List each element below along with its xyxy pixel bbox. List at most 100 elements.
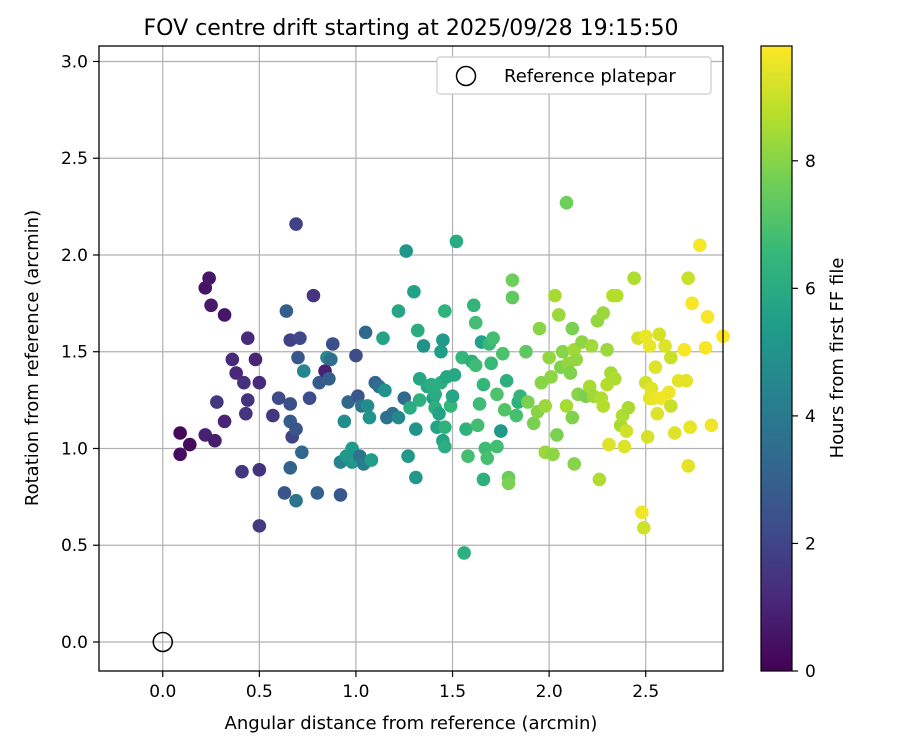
data-point [619,424,634,438]
data-point [410,323,425,338]
data-point [468,358,483,373]
data-point [283,397,298,411]
data-point [225,352,240,367]
x-axis-label: Angular distance from reference (arcmin) [225,713,598,734]
y-axis-ticks: 0.0 0.5 1.0 1.5 2.0 2.5 3.0 [61,52,99,653]
data-point [295,445,309,460]
data-point [324,352,338,367]
data-point [642,339,657,353]
data-point [432,406,446,421]
data-point [565,410,580,425]
data-point [204,298,218,313]
data-point [296,364,311,378]
data-point [376,331,390,345]
data-point [596,399,611,413]
legend-reference-marker [455,65,477,87]
data-point [472,397,487,411]
data-point [559,399,574,413]
y-tick-label: 1.5 [61,343,88,363]
data-point [683,420,697,434]
data-point [621,401,636,415]
data-point [407,284,421,299]
data-point [289,422,303,436]
data-point [640,430,655,444]
data-point [252,375,267,390]
data-point [565,321,580,336]
data-point [490,439,504,454]
data-point [252,519,267,533]
colorbar-tick-label: 8 [805,152,816,172]
data-point [416,339,431,353]
data-point [569,352,583,367]
data-point [289,493,303,508]
data-point [252,462,267,477]
y-tick-label: 1.0 [61,439,88,459]
data-point [438,439,452,454]
data-point [436,333,450,347]
data-point [652,327,667,342]
data-point [291,350,305,365]
data-point [391,304,406,318]
data-point [403,401,417,415]
data-point [602,437,616,452]
data-point [468,315,483,330]
x-tick-label: 1.0 [342,682,369,702]
data-point [532,321,547,336]
data-points [173,195,730,560]
data-point [470,418,485,433]
data-point [401,449,415,464]
data-point [445,389,460,404]
data-point [378,383,392,398]
data-point [364,453,379,467]
data-point [550,428,564,442]
data-point [239,406,253,421]
data-point [484,356,498,371]
data-point [608,372,622,386]
data-point [664,350,678,365]
data-point [495,346,510,361]
data-point [409,470,423,485]
data-point [509,408,524,423]
grid-lines [99,46,723,671]
data-point [584,339,599,353]
data-point [490,387,504,402]
data-point [283,461,298,475]
colorbar [760,45,793,672]
data-point [428,387,442,402]
data-point [293,331,307,345]
data-point [447,368,462,382]
data-point [685,296,699,311]
data-point [235,464,249,479]
data-point [302,391,317,405]
legend-box [436,56,712,95]
data-point [542,350,556,365]
data-point [486,331,500,345]
data-point [240,393,255,407]
data-point [681,459,696,473]
data-point [362,410,377,425]
data-point [438,304,452,318]
x-axis-ticks: 0.0 0.5 1.0 1.5 2.0 2.5 [149,671,659,702]
data-point [677,342,692,357]
data-point [202,271,216,285]
data-point [563,366,578,380]
data-point [349,348,363,363]
data-point [501,476,516,491]
data-point [173,426,187,440]
data-point [240,331,255,345]
data-point [310,486,325,500]
y-tick-label: 0.0 [61,633,88,653]
y-tick-label: 0.5 [61,536,88,556]
data-point [505,273,520,287]
colorbar-tick-label: 0 [805,662,816,682]
data-point [289,217,303,231]
data-point [337,414,352,429]
data-point [409,422,423,436]
data-point [322,372,336,386]
legend-label: Reference platepar [504,66,676,87]
data-point [551,308,566,322]
data-point [693,238,707,253]
data-point [667,426,682,440]
data-point [476,472,491,487]
y-tick-label: 3.0 [61,52,88,72]
